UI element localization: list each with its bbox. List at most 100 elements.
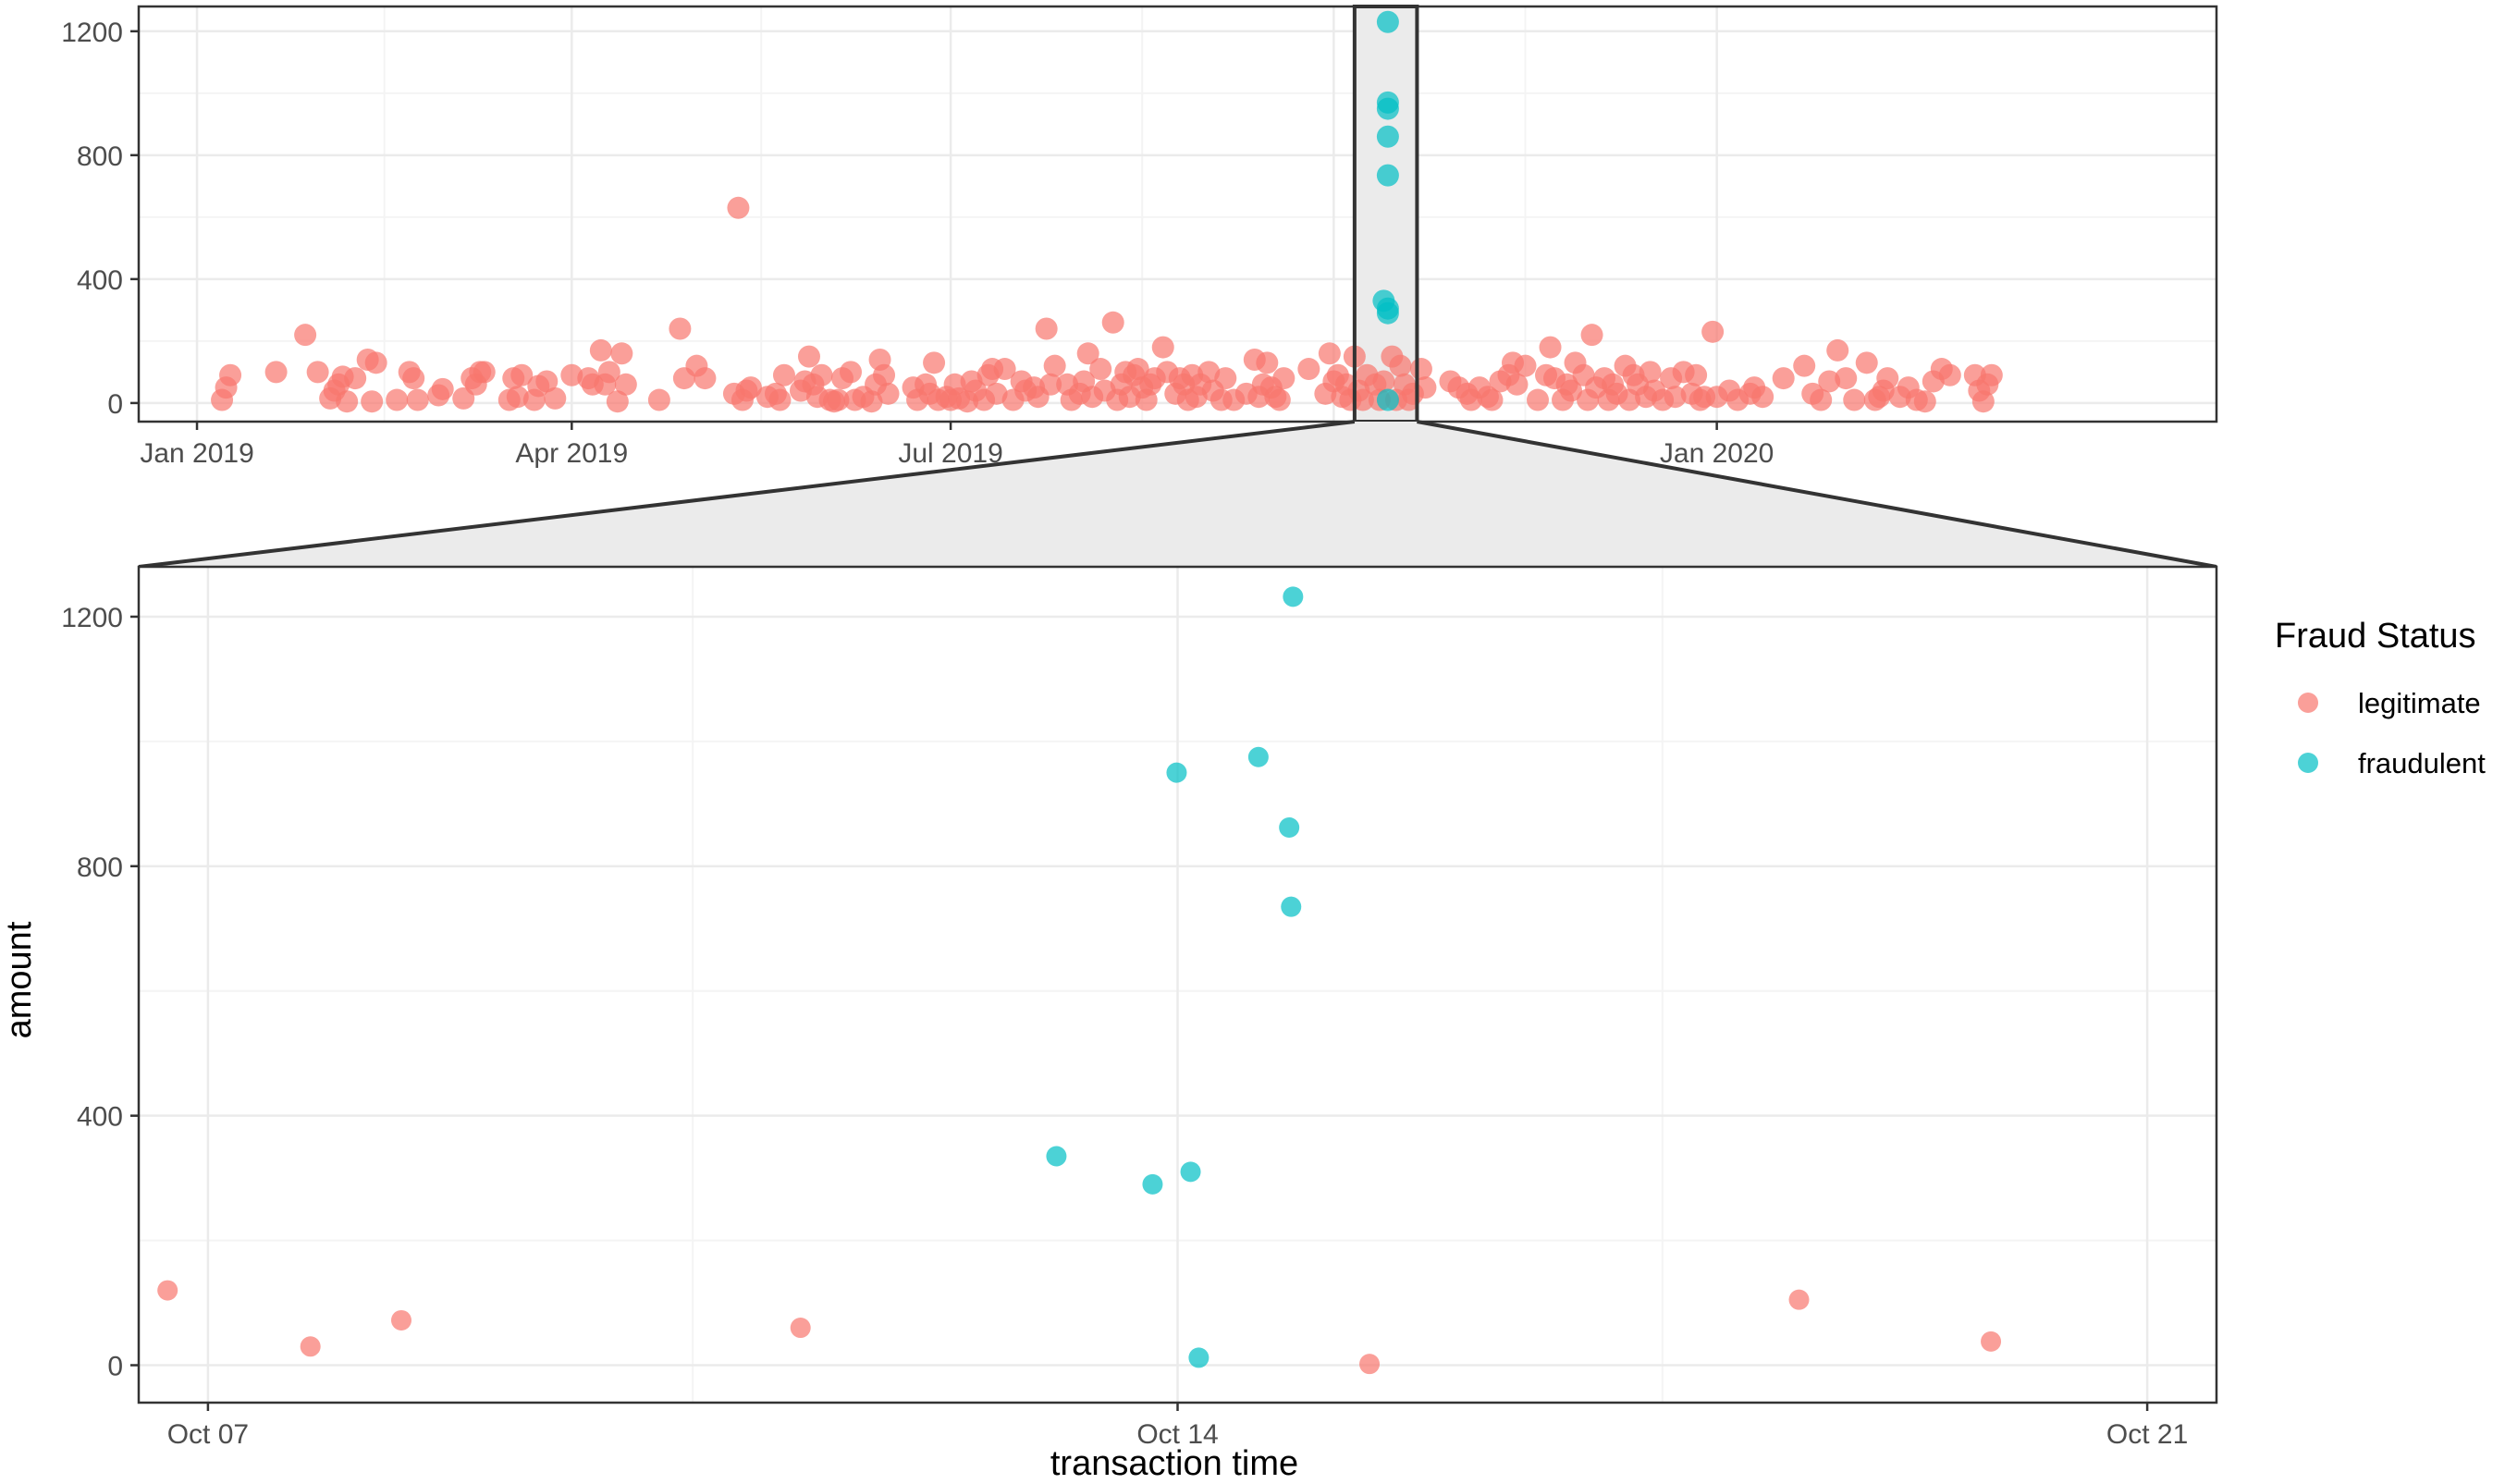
point-fraudulent — [1180, 1161, 1201, 1183]
zoom-line-left — [138, 420, 1356, 569]
y-tick-label: 0 — [107, 389, 123, 420]
point-legitimate — [1101, 311, 1124, 334]
point-legitimate — [810, 363, 833, 386]
point-legitimate — [1751, 386, 1774, 409]
point-legitimate — [1272, 367, 1295, 390]
point-legitimate — [364, 351, 387, 374]
point-legitimate — [1359, 1354, 1381, 1375]
y-tick-label: 800 — [77, 852, 123, 883]
x-tick-label: Jan 2019 — [140, 438, 253, 469]
point-legitimate — [873, 363, 896, 386]
point-legitimate — [1560, 379, 1583, 402]
point-legitimate — [510, 363, 534, 386]
point-legitimate — [993, 358, 1016, 381]
point-legitimate — [694, 367, 717, 390]
point-legitimate — [1913, 390, 1936, 413]
point-legitimate — [739, 376, 762, 399]
point-legitimate — [361, 390, 384, 413]
point-legitimate — [840, 361, 863, 384]
point-legitimate — [1580, 324, 1603, 347]
x-tick-label: Jan 2020 — [1660, 438, 1774, 469]
point-legitimate — [1971, 390, 1995, 413]
point-legitimate — [157, 1280, 178, 1301]
point-legitimate — [1414, 376, 1437, 399]
point-legitimate — [390, 1309, 411, 1331]
point-legitimate — [344, 367, 367, 390]
point-legitimate — [219, 363, 242, 386]
point-legitimate — [790, 1318, 811, 1339]
point-legitimate — [797, 345, 820, 368]
y-tick-label: 400 — [77, 1102, 123, 1133]
point-legitimate — [431, 377, 454, 400]
point-legitimate — [597, 361, 620, 384]
legend: Fraud Status legitimate fraudulent — [2275, 617, 2486, 779]
point-legitimate — [1685, 363, 1708, 386]
point-legitimate — [1664, 386, 1687, 409]
point-legitimate — [264, 361, 288, 384]
point-legitimate — [1810, 388, 1833, 411]
point-legitimate — [306, 361, 329, 384]
point-legitimate — [1701, 320, 1725, 343]
point-legitimate — [1818, 370, 1841, 393]
point-legitimate — [1351, 388, 1374, 411]
point-fraudulent — [1279, 816, 1300, 838]
point-legitimate — [544, 386, 567, 410]
x-tick-label: Jul 2019 — [898, 438, 1002, 469]
panel-border — [137, 5, 2218, 423]
point-fraudulent — [1376, 97, 1399, 120]
point-legitimate — [1855, 351, 1878, 374]
x-tick-label: Oct 21 — [2106, 1419, 2188, 1450]
point-legitimate — [614, 373, 637, 396]
point-legitimate — [1527, 388, 1550, 411]
point-legitimate — [300, 1336, 321, 1357]
point-legitimate — [768, 388, 792, 411]
point-legitimate — [1389, 354, 1412, 377]
y-tick-label: 1200 — [61, 603, 123, 633]
point-legitimate — [647, 388, 670, 411]
point-fraudulent — [1376, 164, 1399, 187]
point-fraudulent — [1376, 301, 1399, 325]
point-legitimate — [1793, 354, 1816, 377]
point-legitimate — [1639, 361, 1662, 384]
point-legitimate — [860, 390, 883, 413]
point-legitimate — [589, 338, 612, 362]
point-legitimate — [772, 363, 795, 386]
point-legitimate — [610, 342, 633, 365]
y-tick-label: 400 — [77, 265, 123, 296]
y-tick-label: 800 — [77, 141, 123, 172]
point-fraudulent — [1188, 1347, 1210, 1368]
zoom-connector — [138, 420, 2217, 569]
point-legitimate — [1409, 358, 1432, 381]
point-legitimate — [1938, 363, 1961, 386]
point-fraudulent — [1376, 388, 1399, 411]
panel-background — [139, 6, 2216, 422]
x-tick-label: Oct 14 — [1136, 1419, 1218, 1450]
point-legitimate — [1788, 1289, 1810, 1310]
point-legitimate — [560, 363, 583, 386]
point-legitimate — [336, 390, 359, 413]
point-legitimate — [1772, 367, 1795, 390]
point-legitimate — [1539, 336, 1562, 359]
point-legitimate — [985, 382, 1008, 405]
point-legitimate — [606, 390, 629, 413]
zoom-trapezoid — [139, 422, 2216, 567]
point-legitimate — [1318, 342, 1341, 365]
point-legitimate — [406, 388, 429, 411]
legend-label-legitimate: legitimate — [2358, 687, 2481, 719]
point-fraudulent — [1247, 746, 1269, 767]
point-legitimate — [1297, 358, 1320, 381]
point-legitimate — [827, 388, 850, 411]
point-legitimate — [402, 367, 425, 390]
legend-title: Fraud Status — [2275, 617, 2476, 656]
point-legitimate — [1214, 367, 1237, 390]
legend-key-fraudulent — [2298, 753, 2318, 773]
point-legitimate — [1151, 336, 1174, 359]
point-fraudulent — [1142, 1173, 1163, 1195]
point-fraudulent — [1376, 125, 1399, 148]
point-fraudulent — [1166, 762, 1187, 783]
point-legitimate — [1089, 358, 1112, 381]
point-legitimate — [1039, 373, 1062, 396]
point-fraudulent — [1283, 586, 1304, 607]
point-legitimate — [1843, 388, 1866, 411]
